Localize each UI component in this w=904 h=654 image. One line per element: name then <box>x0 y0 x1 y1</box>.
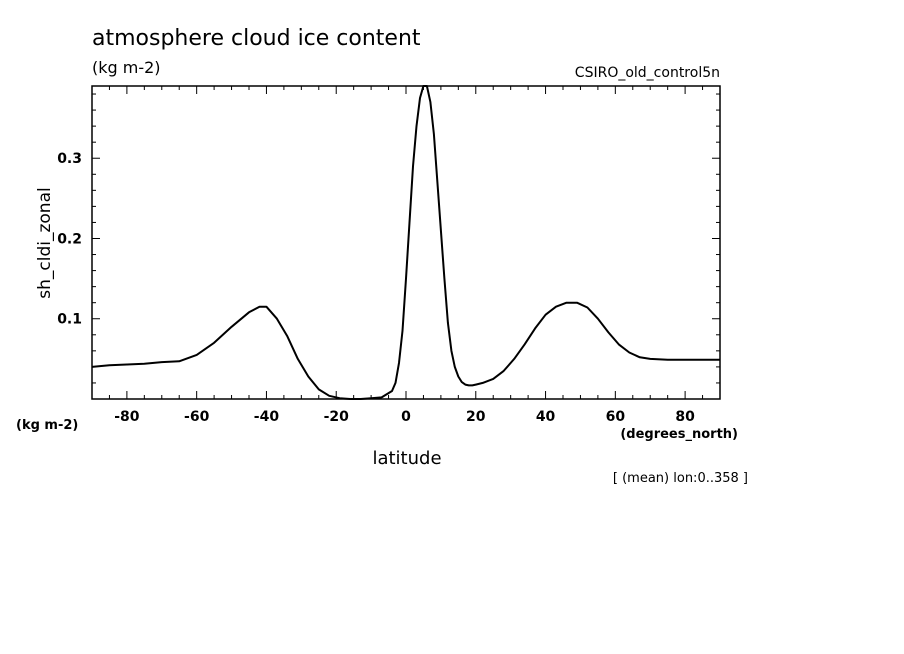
y-tick-label: 0.1 <box>57 312 82 328</box>
x-unit-label: (degrees_north) <box>620 427 738 442</box>
x-tick-label: 80 <box>675 409 695 425</box>
series-line <box>91 85 720 400</box>
x-tick-label: -60 <box>184 409 210 425</box>
y-axis-label: sh_cldi_zonal <box>35 187 55 298</box>
chart-title: atmosphere cloud ice content <box>92 26 421 51</box>
x-tick-label: 0 <box>401 409 411 425</box>
y-tick-labels: 0.1 0.2 0.3 <box>57 151 82 328</box>
x-tick-label: 60 <box>606 409 626 425</box>
x-tick-label: 40 <box>536 409 556 425</box>
plot-frame <box>91 85 721 400</box>
x-tick-label: 20 <box>466 409 486 425</box>
y-tick-label: 0.2 <box>57 231 82 247</box>
footnote: [ (mean) lon:0..358 ] <box>613 471 748 486</box>
axis-ticks <box>91 86 721 399</box>
x-tick-label: -20 <box>324 409 350 425</box>
dataset-label: CSIRO_old_control5n <box>575 65 720 81</box>
x-axis-label: latitude <box>372 448 441 469</box>
x-tick-labels: -80 -60 -40 -20 0 20 40 60 80 <box>114 409 695 425</box>
y-unit-label: (kg m-2) <box>16 418 78 433</box>
y-tick-label: 0.3 <box>57 151 82 167</box>
chart-subtitle: (kg m-2) <box>92 58 161 77</box>
x-tick-label: -80 <box>114 409 140 425</box>
x-tick-label: -40 <box>254 409 280 425</box>
